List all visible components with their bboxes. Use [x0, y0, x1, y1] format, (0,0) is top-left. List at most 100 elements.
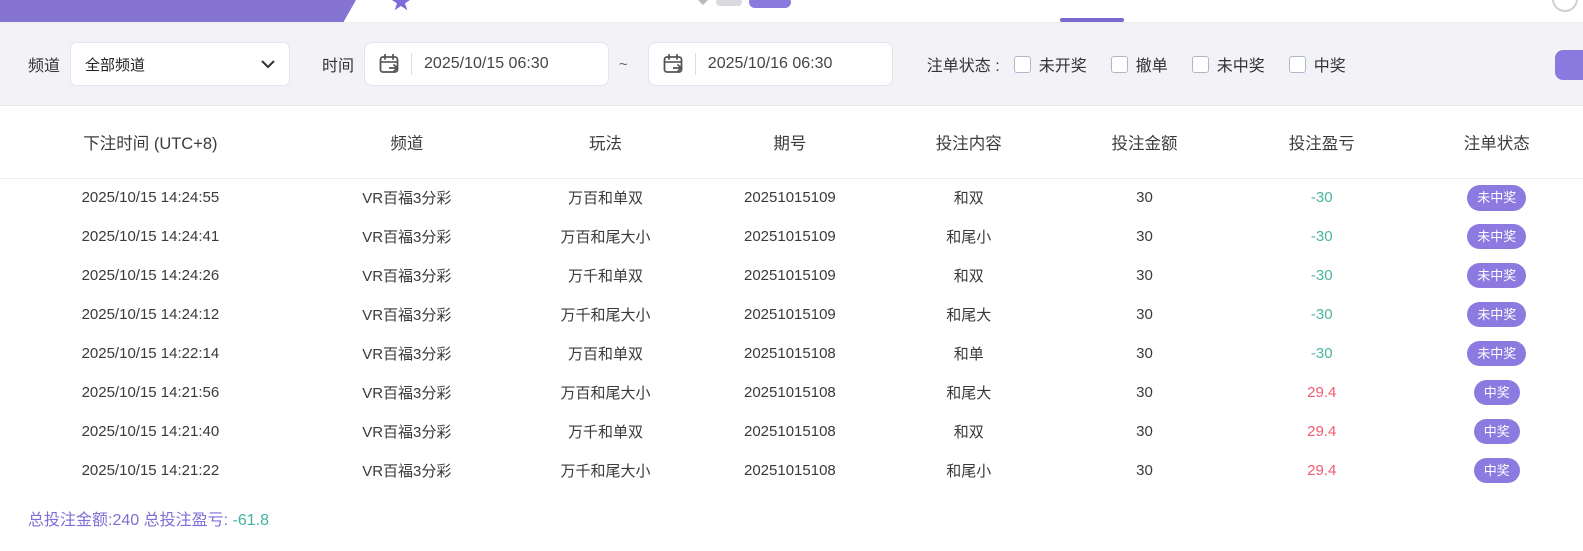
table-header: 下注时间 (UTC+8) 频道 玩法 期号 投注内容 投注金额 投注盈亏 注单状… — [0, 106, 1583, 179]
table-row: 2025/10/15 14:21:56 VR百福3分彩 万百和尾大小 20251… — [0, 373, 1583, 412]
checkbox-icon[interactable] — [1191, 55, 1209, 73]
date-from-input[interactable]: 2025/10/15 06:30 — [364, 42, 610, 86]
cell-play: 万千和尾大小 — [560, 307, 651, 324]
col-issue: 期号 — [698, 106, 882, 179]
cell-play: 万百和尾大小 — [560, 229, 651, 246]
cell-play: 万百和尾大小 — [560, 385, 651, 402]
status-badge: 中奖 — [1473, 418, 1520, 445]
status-badge: 中奖 — [1473, 457, 1520, 484]
status-badge: 未中奖 — [1467, 262, 1527, 289]
input-divider — [694, 53, 696, 75]
status-checkbox-group: 未开奖 撤单 未中奖 中奖 — [1013, 52, 1370, 76]
table-row: 2025/10/15 14:24:26 VR百福3分彩 万千和单双 202510… — [0, 256, 1583, 295]
cell-status: 中奖 — [1410, 373, 1583, 412]
cell-play: 万百和单双 — [567, 190, 643, 208]
chevron-down-icon[interactable] — [698, 0, 708, 5]
cell-issue: 20251015108 — [744, 384, 836, 401]
checkbox-label: 中奖 — [1313, 58, 1346, 75]
cell-profit: -30 — [1310, 306, 1333, 323]
status-badge: 未中奖 — [1467, 340, 1527, 367]
total-amount-label: 总投注金额: — [28, 512, 113, 529]
cell-status: 未中奖 — [1410, 217, 1583, 256]
table-row: 2025/10/15 14:24:12 VR百福3分彩 万千和尾大小 20251… — [0, 295, 1583, 334]
cell-issue: 20251015109 — [744, 306, 836, 323]
cell-bet-time: 2025/10/15 14:24:55 — [81, 189, 220, 207]
time-label: 时间 — [322, 58, 355, 75]
cell-channel: VR百福3分彩 — [362, 307, 452, 324]
cell-amount: 30 — [1136, 423, 1153, 440]
col-status: 注单状态 — [1410, 106, 1583, 179]
search-button[interactable] — [1555, 50, 1583, 80]
status-checkbox-3[interactable]: 未中奖 — [1191, 52, 1265, 76]
cell-bet-time: 2025/10/15 14:24:41 — [81, 228, 220, 245]
status-checkbox-4[interactable]: 中奖 — [1288, 52, 1346, 76]
table-row: 2025/10/15 14:22:14 VR百福3分彩 万百和单双 202510… — [0, 334, 1583, 373]
col-amount: 投注金额 — [1055, 106, 1234, 179]
cell-content: 和尾小 — [946, 463, 992, 480]
cell-bet-time: 2025/10/15 14:24:26 — [81, 267, 220, 284]
cell-issue: 20251015109 — [744, 189, 836, 207]
status-badge: 未中奖 — [1467, 301, 1527, 328]
cell-content: 和双 — [953, 190, 984, 208]
cell-amount: 30 — [1136, 267, 1153, 284]
avatar[interactable] — [1552, 0, 1578, 12]
cell-issue: 20251015108 — [744, 345, 836, 362]
checkbox-icon[interactable] — [1110, 55, 1128, 73]
table-row: 2025/10/15 14:24:41 VR百福3分彩 万百和尾大小 20251… — [0, 217, 1583, 256]
status-filter-label: 注单状态 : — [926, 58, 1000, 75]
col-profit: 投注盈亏 — [1233, 106, 1411, 179]
star-icon[interactable] — [390, 0, 412, 11]
bet-records-table: 下注时间 (UTC+8) 频道 玩法 期号 投注内容 投注金额 投注盈亏 注单状… — [0, 106, 1583, 490]
cell-amount: 30 — [1136, 228, 1153, 245]
range-separator: ~ — [619, 55, 628, 73]
checkbox-label: 未中奖 — [1216, 58, 1265, 75]
cell-content: 和单 — [953, 346, 984, 363]
table-row: 2025/10/15 14:21:22 VR百福3分彩 万千和尾大小 20251… — [0, 451, 1583, 490]
cell-amount: 30 — [1136, 384, 1153, 401]
cell-issue: 20251015108 — [744, 462, 836, 479]
checkbox-icon[interactable] — [1288, 55, 1306, 73]
table-row: 2025/10/15 14:21:40 VR百福3分彩 万千和单双 202510… — [0, 412, 1583, 451]
cell-status: 未中奖 — [1410, 334, 1583, 373]
cell-profit: 29.4 — [1307, 423, 1337, 440]
cell-channel: VR百福3分彩 — [362, 463, 452, 480]
cell-profit: 29.4 — [1307, 384, 1337, 401]
channel-select-value: 全部频道 — [85, 56, 146, 74]
cell-profit: 29.4 — [1307, 462, 1337, 479]
top-strip — [0, 0, 1583, 22]
cell-channel: VR百福3分彩 — [362, 229, 452, 246]
checkbox-icon[interactable] — [1013, 55, 1031, 73]
cell-issue: 20251015109 — [744, 267, 836, 284]
channel-select[interactable]: 全部频道 — [70, 42, 291, 86]
cell-bet-time: 2025/10/15 14:24:12 — [81, 306, 220, 323]
cell-issue: 20251015108 — [744, 423, 836, 440]
filter-bar: 频道 全部频道 时间 2025/10/15 06:30 — [0, 22, 1583, 106]
cell-profit: -30 — [1310, 345, 1333, 362]
col-bet-time: 下注时间 (UTC+8) — [0, 106, 301, 179]
calendar-arrow-icon — [379, 53, 399, 73]
summary-bar: 总投注金额:240 总投注盈亏: -61.8 — [28, 506, 1583, 530]
channel-label: 频道 — [28, 58, 61, 75]
status-badge: 未中奖 — [1467, 223, 1527, 250]
status-badge: 未中奖 — [1467, 184, 1527, 211]
calendar-arrow-icon — [663, 53, 683, 73]
date-from-value: 2025/10/15 06:30 — [424, 55, 549, 72]
active-tab-shape[interactable] — [0, 0, 356, 22]
toolbar-purple-button[interactable] — [749, 0, 791, 8]
toolbar-pill[interactable] — [716, 0, 742, 6]
cell-play: 万千和尾大小 — [560, 463, 651, 480]
date-to-value: 2025/10/16 06:30 — [707, 55, 833, 72]
total-profit-value: -61.8 — [232, 512, 269, 529]
status-checkbox-1[interactable]: 未开奖 — [1013, 52, 1087, 76]
cell-content: 和尾小 — [946, 229, 992, 246]
status-badge: 中奖 — [1473, 379, 1520, 406]
cell-bet-time: 2025/10/15 14:21:22 — [81, 462, 220, 479]
cell-play: 万千和单双 — [567, 424, 643, 441]
cell-content: 和双 — [953, 268, 984, 285]
status-checkbox-2[interactable]: 撤单 — [1110, 52, 1168, 76]
date-to-input[interactable]: 2025/10/16 06:30 — [647, 42, 893, 86]
cell-status: 中奖 — [1410, 412, 1583, 451]
cell-profit: -30 — [1310, 228, 1333, 245]
cell-amount: 30 — [1136, 462, 1153, 479]
